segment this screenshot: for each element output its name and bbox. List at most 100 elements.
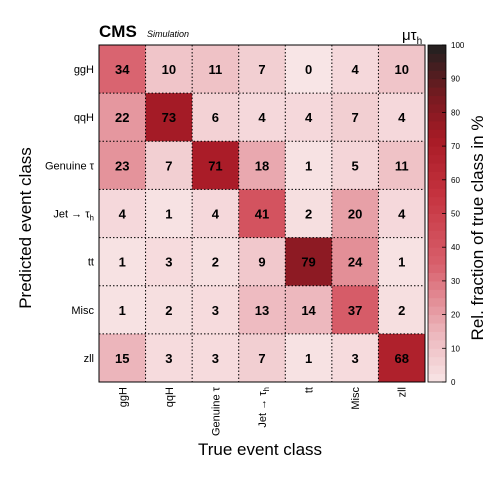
cell-value-label: 7 — [352, 110, 359, 125]
heatmap-cell — [145, 285, 193, 335]
tick-label-text: tt — [304, 387, 316, 393]
experiment-label: CMS — [99, 22, 137, 41]
colorbar-segment — [428, 339, 446, 349]
cell-value-label: 7 — [165, 158, 172, 173]
cell-value-label: 11 — [209, 62, 223, 77]
channel-subscript: h — [417, 36, 423, 47]
cell-value-label: 9 — [258, 255, 265, 270]
x-tick-label: Jet → τh — [257, 387, 271, 428]
cell-value-label: 4 — [398, 207, 406, 222]
channel-label: μτh — [402, 27, 422, 47]
heatmap-cell — [285, 189, 333, 239]
heatmap-cell — [192, 45, 240, 94]
heatmap-cell — [331, 285, 379, 335]
cell-value-label: 73 — [162, 110, 176, 125]
cell-value-label: 79 — [301, 255, 315, 270]
colorbar-segment — [428, 146, 446, 156]
cell-value-label: 1 — [305, 351, 312, 366]
y-tick-labels: ggH qqH Genuine τ Jet → τh tt Misc zll — [45, 64, 95, 365]
colorbar-segment — [428, 129, 446, 139]
heatmap-cell — [99, 45, 147, 94]
tick-label-text: Genuine τ — [45, 160, 95, 172]
colorbar-segment — [428, 213, 446, 223]
colorbar-segment — [428, 289, 446, 299]
colorbar-segment — [428, 373, 446, 383]
tick-label-text: Jet → τ — [53, 209, 90, 221]
heatmap-cell — [99, 189, 147, 239]
tick-label-text: ggH — [74, 64, 94, 76]
y-tick-label: ggH — [74, 64, 94, 76]
heatmap-cell — [99, 141, 147, 190]
colorbar-segment — [428, 45, 446, 54]
cell-value-label: 1 — [165, 207, 172, 222]
cell-value-label: 2 — [398, 303, 405, 318]
x-tick-label: qqH — [164, 387, 176, 407]
colorbar-segment — [428, 154, 446, 164]
cell-value-label: 4 — [398, 110, 406, 125]
tick-label-text: zll — [84, 353, 94, 365]
cell-value-label: 4 — [212, 207, 220, 222]
tick-label-text: tt — [88, 257, 94, 269]
cell-value-label: 2 — [165, 303, 172, 318]
heatmap-cell — [285, 141, 333, 190]
heatmap-cell — [145, 141, 193, 190]
colorbar-segment — [428, 314, 446, 324]
heatmap-cell — [238, 189, 286, 239]
tick-label-text: Misc — [350, 387, 362, 410]
colorbar-segment — [428, 179, 446, 189]
y-tick-label: zll — [84, 353, 94, 365]
colorbar-segment — [428, 112, 446, 122]
heatmap-cell — [238, 333, 286, 383]
cell-value-label: 13 — [255, 303, 269, 318]
colorbar-segment — [428, 264, 446, 273]
cell-value-label: 3 — [165, 255, 172, 270]
colorbar-tick-label: 50 — [451, 210, 460, 219]
heatmap-cell — [192, 189, 240, 239]
colorbar-tick-label: 30 — [451, 277, 460, 286]
colorbar-segment — [428, 95, 446, 105]
heatmap-cell — [331, 141, 379, 190]
heatmap-cell — [99, 333, 147, 383]
cell-value-label: 4 — [352, 62, 360, 77]
colorbar: 0 10 20 30 40 50 60 70 80 90 100 — [427, 41, 465, 387]
cell-value-label: 68 — [394, 351, 408, 366]
tick-label-text: Jet → τ — [257, 391, 269, 428]
heatmap-cell — [192, 141, 240, 190]
heatmap-cell — [238, 45, 286, 94]
cell-value-label: 0 — [305, 62, 312, 77]
heatmap-cell — [145, 45, 193, 94]
cell-value-label: 15 — [115, 351, 129, 366]
cell-value-label: 2 — [305, 207, 312, 222]
heatmap-cell — [145, 189, 193, 239]
colorbar-label: Rel. fraction of true class in % — [468, 116, 487, 341]
heatmap-cell — [378, 45, 426, 94]
cell-value-label: 4 — [119, 207, 127, 222]
heatmap-cell — [285, 333, 333, 383]
colorbar-tick-label: 100 — [451, 41, 465, 50]
heatmap-cell — [192, 93, 240, 142]
heatmap-cell — [192, 285, 240, 335]
tick-label-text: ggH — [117, 387, 129, 407]
y-tick-label: tt — [88, 257, 94, 269]
tick-label-subscript: h — [90, 214, 94, 223]
colorbar-segment — [428, 238, 446, 248]
y-tick-label: Jet → τh — [53, 209, 94, 223]
heatmap-cell — [285, 285, 333, 335]
heatmap-cell — [145, 237, 193, 287]
colorbar-tick-label: 80 — [451, 108, 460, 117]
heatmap-cell — [192, 237, 240, 287]
tick-label-text: Misc — [71, 305, 94, 317]
cell-value-label: 34 — [115, 62, 130, 77]
heatmap-cell — [192, 333, 240, 383]
cell-value-label: 3 — [352, 351, 359, 366]
colorbar-segment — [428, 53, 446, 63]
colorbar-segment — [428, 221, 446, 231]
cell-value-label: 3 — [165, 351, 172, 366]
x-axis-label: True event class — [198, 440, 322, 459]
colorbar-segment — [428, 247, 446, 257]
cell-value-label: 6 — [212, 110, 219, 125]
cell-value-label: 1 — [119, 255, 126, 270]
colorbar-segment — [428, 331, 446, 341]
heatmap-cell — [99, 237, 147, 287]
x-tick-label: tt — [304, 387, 316, 393]
